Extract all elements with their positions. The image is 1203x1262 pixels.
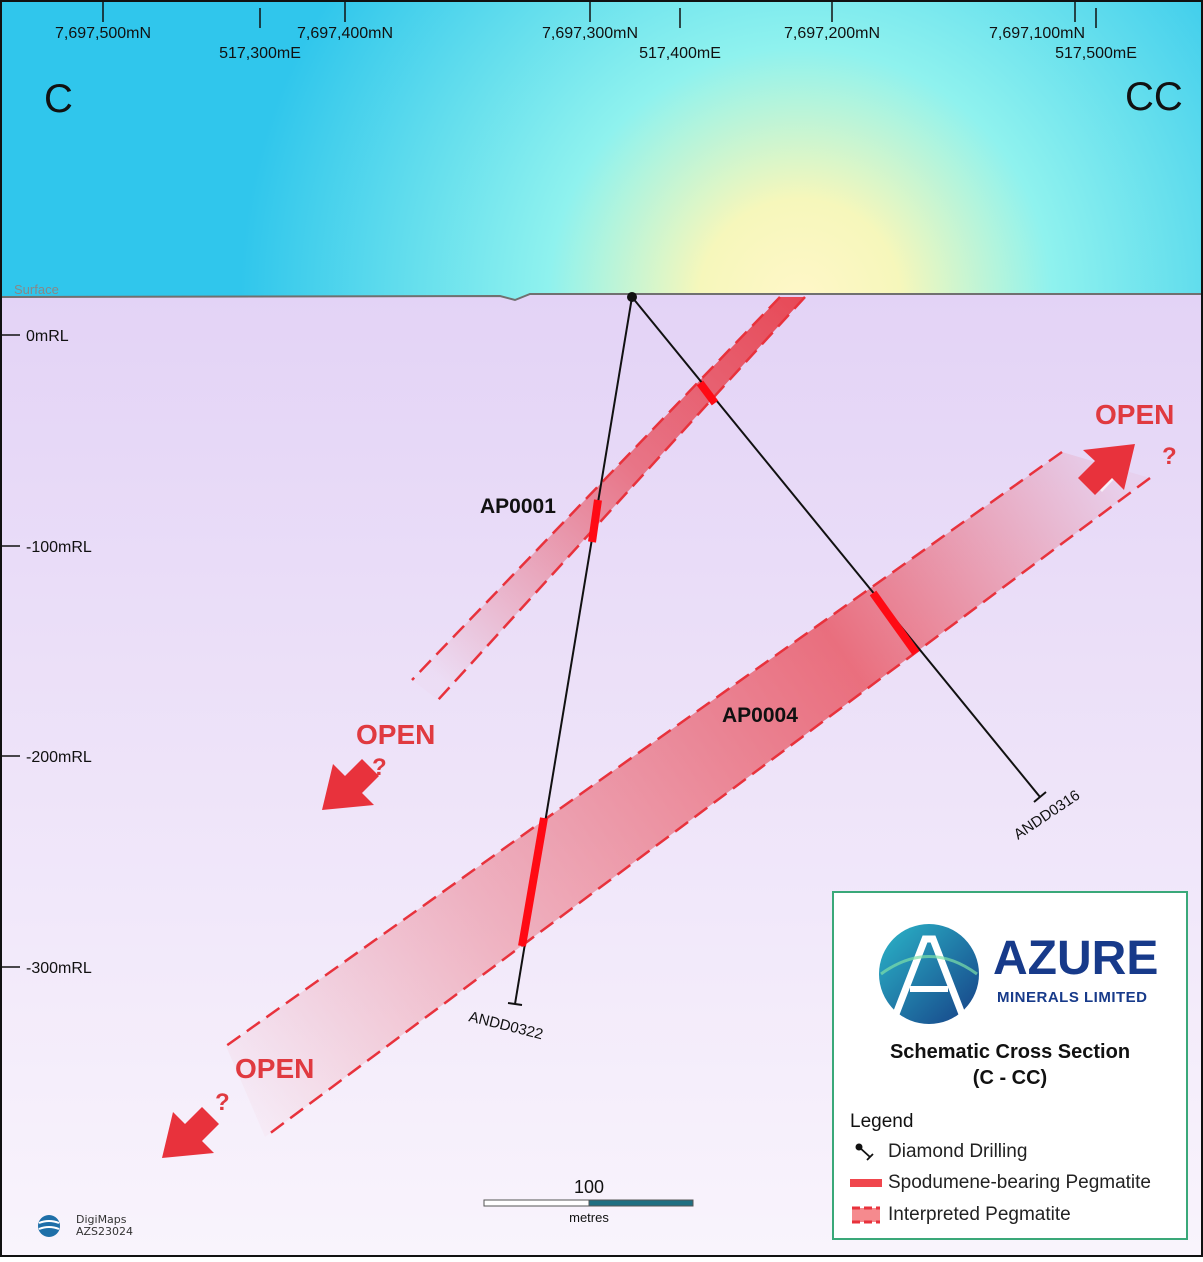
northing-label: 7,697,400mN — [297, 25, 393, 42]
easting-label: 517,400mE — [639, 45, 721, 62]
drillhole-andd0316 — [631, 296, 1047, 803]
open-marker-middle-left: OPEN ? — [322, 719, 435, 810]
azure-logo-icon — [879, 924, 979, 1024]
legend-heading: Legend — [850, 1111, 914, 1132]
legend-panel: AZURE MINERALS LIMITED Schematic Cross S… — [832, 891, 1188, 1240]
section-start-label: C — [44, 77, 73, 121]
company-subtitle: MINERALS LIMITED — [997, 989, 1148, 1006]
legend-label: Diamond Drilling — [888, 1141, 1028, 1162]
credit-line2: AZS23024 — [76, 1225, 134, 1238]
svg-text:OPEN: OPEN — [356, 719, 435, 750]
easting-label: 517,500mE — [1055, 45, 1137, 62]
scale-value: 100 — [574, 1177, 604, 1197]
drill-collar-icon — [627, 292, 637, 302]
company-name: AZURE — [993, 932, 1159, 985]
arrow-up-right-icon — [1078, 444, 1135, 495]
pegmatite-ap0004 — [225, 450, 1151, 1139]
elevation-ticks — [2, 334, 20, 968]
surface-line — [0, 293, 1203, 302]
svg-text:OPEN: OPEN — [1095, 399, 1174, 430]
surface-label: Surface — [14, 282, 59, 297]
elevation-label: -100mRL — [26, 539, 92, 556]
legend-label: Spodumene-bearing Pegmatite — [888, 1172, 1152, 1193]
pegmatite-label-ap0001: AP0001 — [480, 495, 556, 518]
digimaps-globe-icon — [38, 1215, 60, 1237]
svg-text:OPEN: OPEN — [235, 1053, 314, 1084]
northing-label: 7,697,300mN — [542, 25, 638, 42]
svg-text:?: ? — [1162, 443, 1177, 470]
sky-background — [0, 0, 1203, 300]
svg-text:?: ? — [215, 1089, 230, 1116]
northing-label: 7,697,200mN — [784, 25, 880, 42]
pegmatite-label-ap0004: AP0004 — [722, 704, 798, 727]
credit-line1: DigiMaps — [76, 1213, 127, 1226]
company-logo: AZURE MINERALS LIMITED — [876, 919, 1159, 1029]
arrow-down-left-icon — [162, 1107, 219, 1158]
digimaps-credit: DigiMaps AZS23024 — [36, 1213, 156, 1243]
open-marker-bottom-left: OPEN ? — [162, 1053, 314, 1158]
scale-unit: metres — [569, 1210, 609, 1225]
elevation-label: -300mRL — [26, 960, 92, 977]
title-line2: (C - CC) — [972, 1067, 1048, 1089]
northing-label: 7,697,500mN — [55, 25, 151, 42]
interpreted-pegmatite-icon — [852, 1206, 880, 1224]
scale-bar: 100 metres — [483, 1177, 694, 1225]
elevation-label: 0mRL — [26, 328, 69, 345]
northing-label: 7,697,100mN — [989, 25, 1085, 42]
elevation-label: -200mRL — [26, 749, 92, 766]
coordinate-ticks — [102, 2, 1097, 28]
section-end-label: CC — [1125, 75, 1183, 119]
drillhole-icon — [855, 1143, 874, 1161]
legend-label: Interpreted Pegmatite — [888, 1204, 1071, 1225]
arrow-down-left-icon — [322, 759, 379, 810]
spodumene-intercepts — [518, 380, 920, 947]
pegmatite-bar-icon — [850, 1179, 882, 1187]
easting-label: 517,300mE — [219, 45, 301, 62]
title-line1: Schematic Cross Section — [889, 1041, 1131, 1063]
legend-title: Schematic Cross Section (C - CC) — [834, 1039, 1186, 1091]
open-marker-top-right: OPEN ? — [1078, 399, 1177, 495]
